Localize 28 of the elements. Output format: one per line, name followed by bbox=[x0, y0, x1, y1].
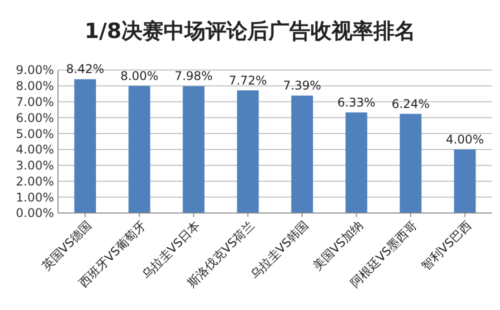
y-tick-label: 7.00% bbox=[16, 94, 54, 109]
data-label: 7.72% bbox=[228, 73, 267, 88]
y-tick-label: 4.00% bbox=[16, 142, 54, 157]
data-label: 7.39% bbox=[283, 78, 322, 93]
y-tick-label: 2.00% bbox=[16, 174, 54, 188]
y-tick-label: 8.00% bbox=[16, 79, 54, 94]
bar bbox=[182, 86, 204, 213]
y-tick-label: 1.00% bbox=[16, 190, 54, 204]
bar bbox=[454, 149, 476, 213]
bar bbox=[346, 112, 368, 213]
y-tick-label: 3.00% bbox=[16, 158, 54, 173]
x-tick-label: 智利VS巴西 bbox=[418, 218, 474, 274]
y-tick-label: 6.00% bbox=[16, 110, 54, 125]
data-label: 6.33% bbox=[337, 95, 376, 110]
data-label: 8.00% bbox=[120, 68, 158, 83]
bar bbox=[237, 90, 259, 213]
y-tick-label: 0.00% bbox=[16, 206, 54, 220]
data-label: 4.00% bbox=[446, 132, 484, 146]
bar bbox=[74, 79, 96, 213]
data-label: 7.98% bbox=[174, 69, 213, 84]
y-tick-label: 5.00% bbox=[16, 126, 54, 141]
data-label: 6.24% bbox=[392, 96, 430, 111]
y-tick-label: 9.00% bbox=[16, 63, 54, 78]
bar bbox=[400, 114, 422, 213]
data-label: 8.42% bbox=[66, 62, 104, 76]
bar bbox=[128, 86, 150, 213]
chart-title: 1/8决赛中场评论后广告收视率排名 bbox=[84, 19, 416, 43]
bar bbox=[291, 96, 313, 213]
